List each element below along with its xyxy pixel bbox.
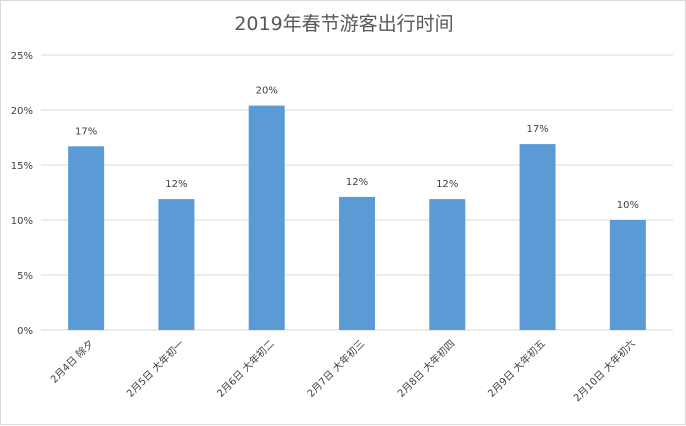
chart-title: 2019年春节游客出行时间 — [234, 13, 454, 35]
bar — [429, 199, 466, 330]
bar — [158, 199, 195, 330]
bar — [609, 220, 646, 330]
y-tick-label: 15% — [11, 161, 33, 172]
x-tick-label: 2月10日 大年初六 — [571, 337, 638, 404]
x-tick-label: 2月4日 除夕 — [48, 337, 97, 386]
data-label: 12% — [436, 179, 458, 190]
data-label: 17% — [75, 126, 97, 137]
x-tick-label: 2月8日 大年初四 — [395, 337, 458, 400]
data-label: 10% — [617, 200, 639, 211]
x-tick-label: 2月7日 大年初三 — [304, 337, 367, 400]
x-tick-label: 2月5日 大年初一 — [124, 337, 187, 400]
data-label: 20% — [256, 86, 278, 97]
bar — [248, 105, 285, 330]
data-label: 17% — [526, 124, 548, 135]
y-tick-label: 10% — [11, 216, 33, 227]
bar — [519, 144, 556, 330]
y-tick-label: 20% — [11, 106, 33, 117]
bar — [339, 196, 375, 330]
y-tick-label: 0% — [17, 326, 33, 337]
data-label: 12% — [165, 179, 187, 190]
data-label: 12% — [346, 177, 368, 188]
x-tick-label: 2月6日 大年初二 — [214, 337, 277, 400]
bar — [68, 146, 105, 330]
y-tick-label: 5% — [17, 271, 33, 282]
x-tick-label: 2月9日 大年初五 — [485, 337, 548, 400]
y-tick-label: 25% — [11, 51, 33, 62]
